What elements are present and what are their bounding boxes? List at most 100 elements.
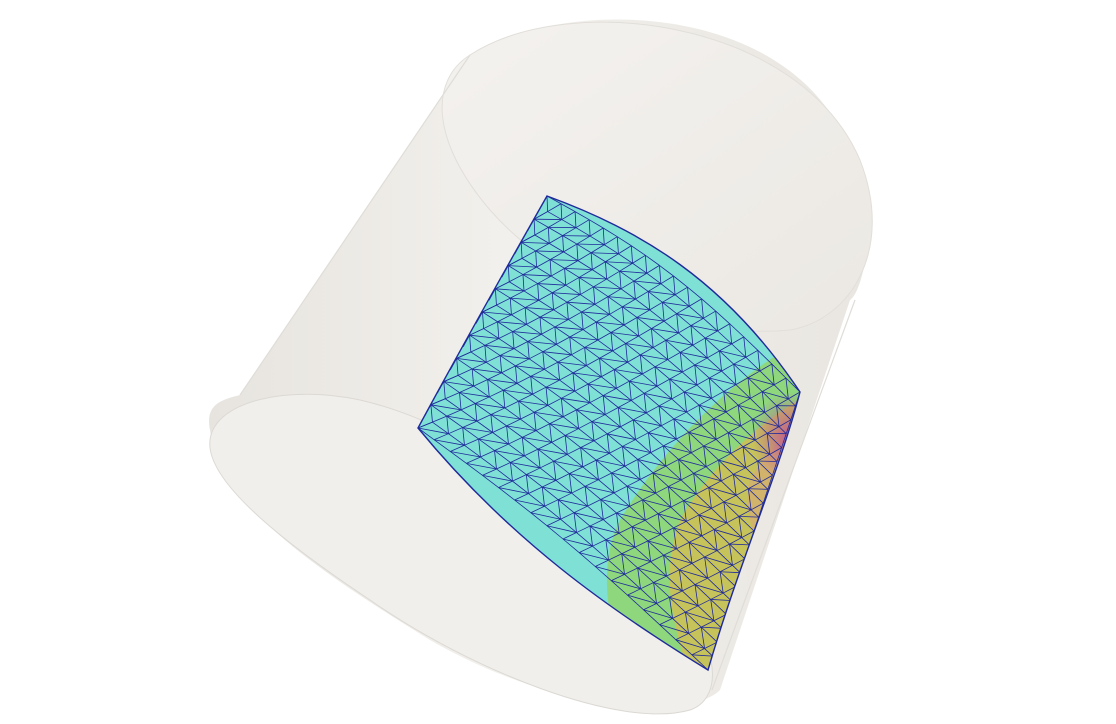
mesh-edge [482,311,485,329]
mesh-edge [560,203,563,220]
mesh-edge [665,340,669,360]
mesh-edge [564,435,581,448]
mesh-edge [457,375,474,387]
mesh-edge [613,485,628,494]
mesh-edge [606,433,623,447]
mesh-edge [713,418,729,433]
mesh-edge [542,344,557,353]
mesh-edge [462,427,493,433]
mesh-edge [632,254,646,264]
mesh-edge [480,450,495,458]
mesh-edge [498,331,513,339]
mesh-edge [772,461,778,476]
mesh-edge [484,345,487,363]
mesh-edge [614,369,617,389]
mesh-edge [720,480,737,496]
mesh-edge [609,452,626,467]
mesh-edge [637,567,641,589]
mesh-edge [654,366,658,387]
mesh-edge [679,563,693,571]
mesh-edge [621,553,651,562]
mesh-edge [545,387,549,406]
mesh-edge [578,269,593,278]
mesh-edge [512,324,527,332]
mesh-edge [655,486,669,494]
mesh-edge [659,624,677,640]
mesh-edge [684,612,689,634]
mesh-edge [473,379,488,387]
mesh-edge [693,473,710,488]
mesh-edge [754,433,768,441]
mesh-edge [698,404,727,413]
mesh-edge [708,487,725,503]
mesh-edge [683,500,687,522]
mesh-edge [474,403,492,415]
mesh-edge [581,311,610,315]
mesh-edge [659,265,674,277]
mesh-edge [685,611,715,622]
mesh-edge [607,296,623,308]
mesh-edge [752,418,780,427]
mesh-edge [698,514,715,530]
mesh-edge [576,243,605,246]
mesh-edge [658,405,675,420]
mesh-edge [643,603,657,611]
mesh-edge [652,472,669,487]
mesh-edge [533,211,548,220]
mesh-edge [587,505,604,520]
mesh-edge [510,462,527,475]
mesh-edge [590,252,606,263]
mesh-edge [552,292,581,295]
mesh-edge [680,351,708,359]
mesh-edge [564,428,579,436]
mesh-edge [750,502,764,511]
mesh-edge [490,407,506,415]
mesh-edge [625,343,654,348]
mesh-edge [618,407,647,414]
mesh-edge [574,390,591,403]
mesh-edge [569,473,573,494]
mesh-edge [685,605,699,613]
mesh-edge [632,519,646,528]
mesh-edge [554,319,569,328]
mesh-edge [594,566,612,581]
mesh-edge [733,473,761,483]
mesh-edge [673,418,690,433]
mesh-edge [569,473,586,487]
mesh-edge [640,588,657,604]
mesh-edge [506,425,537,431]
mesh-edge [723,501,728,523]
mesh-edge [648,425,662,434]
mesh-edge [582,459,597,468]
mesh-edge [578,277,594,288]
mesh-edge [611,465,625,474]
mesh-edge [663,554,693,564]
mesh-edge [738,516,743,538]
mesh-edge [658,405,662,426]
mesh-edge [690,452,707,467]
mesh-edge [619,270,635,282]
mesh-edge [686,514,700,522]
mesh-edge [766,426,780,434]
mesh-edge [691,654,709,670]
mesh-edge [515,365,531,377]
mesh-edge [629,380,658,387]
mesh-edge [665,339,681,353]
mesh-edge [494,443,509,451]
mesh-edge [662,294,676,303]
mesh-edge [627,588,641,596]
mesh-edge [587,499,601,507]
mesh-edge [471,368,488,380]
mesh-edge [596,314,610,323]
mesh-edge [729,543,746,560]
mesh-edge [604,244,619,255]
mesh-edge [676,542,690,550]
mesh-edge [622,446,626,467]
mesh-edge [696,384,712,399]
mesh-edge [676,313,692,326]
mesh-edge [574,211,590,221]
mesh-edge [515,365,545,370]
mesh-edge [733,467,746,475]
